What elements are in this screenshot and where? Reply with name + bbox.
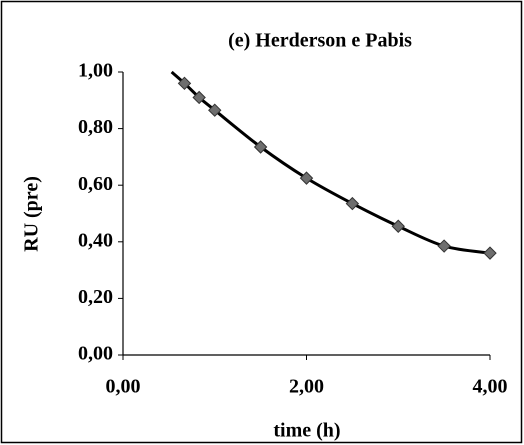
y-tick-label: 0,60 [78, 173, 113, 195]
data-point [253, 140, 268, 154]
x-tick-label: 0,00 [106, 376, 141, 398]
data-point [483, 246, 497, 260]
x-tick-label: 2,00 [289, 376, 324, 398]
data-point [208, 103, 222, 117]
y-tick-label: 0,80 [78, 116, 113, 138]
y-tick-label: 1,00 [78, 60, 113, 82]
data-point [299, 171, 314, 185]
y-tick-label: 0,20 [78, 286, 113, 308]
data-point [177, 76, 192, 91]
data-point [345, 196, 360, 211]
data-point [391, 219, 405, 233]
data-point [192, 90, 206, 105]
x-tick-label: 4,00 [473, 376, 508, 398]
x-axis-label: time (h) [273, 420, 340, 442]
data-point [437, 239, 451, 253]
y-tick-label: 0,00 [78, 343, 113, 365]
y-axis-label: RU (pre) [21, 176, 43, 252]
y-tick-label: 0,40 [78, 229, 113, 251]
chart-title: (e) Herderson e Pabis [228, 30, 412, 52]
curve [170, 70, 491, 255]
